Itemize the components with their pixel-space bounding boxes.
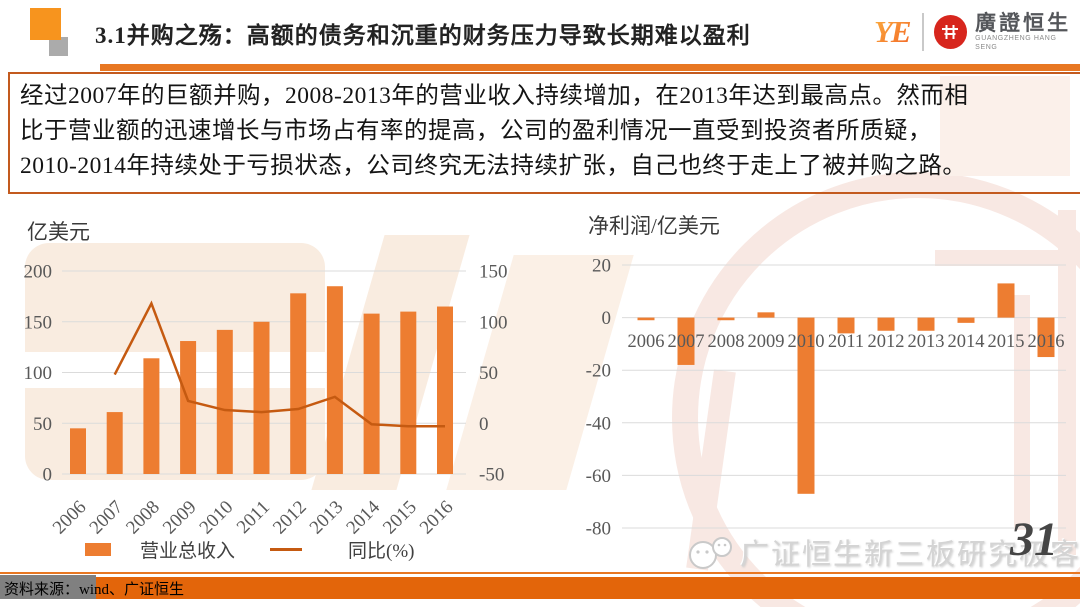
netprofit-bar-2006: [637, 317, 655, 321]
y-axis-tick: -20: [586, 361, 611, 382]
revenue-bar-2014: [363, 313, 380, 474]
summary-line: 经过2007年的巨额并购，2008-2013年的营业收入持续增加，在2013年达…: [20, 83, 969, 109]
x-axis-label: 2007: [86, 497, 128, 539]
watermark-shape: [1014, 295, 1030, 530]
y-axis-tick: 20: [592, 256, 611, 277]
watermark-shape: [935, 250, 1065, 266]
netprofit-bar-2012: [877, 317, 895, 331]
x-axis-label: 2011: [828, 332, 864, 352]
revenue-bar-2010: [216, 329, 233, 474]
brand-name-en: GUANGZHENG HANG SENG: [975, 35, 1057, 51]
x-axis-label: 2010: [196, 497, 238, 539]
netprofit-bar-2011: [837, 317, 855, 334]
header-orange-square: [30, 8, 61, 40]
y-axis-tick: -40: [586, 413, 611, 434]
ye-monogram-icon: YE: [874, 14, 920, 50]
x-axis-label: 2014: [948, 332, 985, 352]
x-axis-label: 2016: [416, 497, 458, 539]
netprofit-bar-2015: [997, 283, 1015, 318]
x-axis-label: 2015: [379, 497, 421, 539]
revenue-bar-2009: [180, 341, 197, 474]
x-axis-label: 2009: [159, 497, 201, 539]
x-axis-label: 2012: [868, 332, 905, 352]
netprofit-bar-2008: [717, 317, 735, 321]
page-number: 31: [1010, 513, 1058, 566]
x-axis-label: 2008: [708, 332, 745, 352]
chart2-title: 净利润/亿美元: [588, 214, 720, 238]
y-axis-tick: 0: [602, 308, 612, 329]
seal-glyph-icon: [942, 25, 959, 39]
x-axis-label: 2009: [748, 332, 785, 352]
summary-line: 2010-2014年持续处于亏损状态，公司终究无法持续扩张，自己也终于走上了被并…: [20, 153, 967, 179]
yoy-line: [113, 300, 445, 428]
footer-accent-line: [0, 572, 1080, 574]
right-axis-tick: 0: [479, 414, 489, 435]
revenue-bar-2012: [290, 293, 307, 474]
summary-box: 经过2007年的巨额并购，2008-2013年的营业收入持续增加，在2013年达…: [8, 72, 1080, 194]
x-axis-label: 2015: [988, 332, 1025, 352]
company-logo: YE 廣證恒生 GUANGZHENG HANG SENG: [874, 12, 1080, 52]
revenue-bar-2015: [400, 311, 417, 474]
wechat-icon: [684, 533, 736, 578]
chart1-title: 亿美元: [27, 220, 90, 244]
x-axis-label: 2006: [49, 497, 91, 539]
right-axis-tick: 150: [479, 262, 508, 283]
left-axis-tick: 50: [33, 414, 52, 435]
right-axis-tick: 50: [479, 363, 498, 384]
revenue-bar-2016: [437, 306, 453, 474]
brand-text: 廣證恒生 GUANGZHENG HANG SENG: [975, 12, 1080, 52]
revenue-chart: 200 150 100 50 0 150 100 50 0 -50 2006200720082009…: [24, 220, 508, 562]
legend-bar-label: 营业总收入: [140, 540, 235, 562]
right-axis-tick: -50: [479, 465, 504, 486]
source-text: 资料来源：wind、广证恒生: [4, 582, 185, 598]
left-axis-tick: 200: [24, 262, 53, 283]
header-gray-square: [49, 37, 68, 56]
x-axis-label: 2011: [233, 497, 274, 538]
left-axis-tick: 0: [43, 465, 53, 486]
left-axis-tick: 100: [24, 363, 53, 384]
right-axis-tick: 100: [479, 312, 508, 333]
netprofit-bar-2014: [957, 317, 975, 323]
y-axis-tick: -80: [586, 519, 611, 540]
revenue-bar-2006: [70, 428, 86, 474]
logo-divider: [921, 13, 924, 51]
watermark-shape: [940, 76, 1070, 176]
watermark-text: 广证恒生新三板研究极客: [740, 539, 1080, 571]
netprofit-bar-2009: [757, 312, 775, 318]
x-axis-label: 2006: [628, 332, 665, 352]
page-title: 3.1并购之殇：高额的债务和沉重的财务压力导致长期难以盈利: [95, 23, 751, 48]
netprofit-bar-2007: [677, 317, 695, 365]
legend-line-label: 同比(%): [348, 540, 414, 562]
x-axis-label: 2012: [269, 497, 311, 539]
x-axis-label: 2013: [306, 497, 348, 539]
left-axis-tick: 150: [24, 312, 53, 333]
revenue-bar-2007: [106, 412, 123, 474]
legend-bar-swatch: [85, 543, 111, 556]
netprofit-bar-2010: [797, 317, 815, 494]
x-axis-label: 2007: [668, 332, 705, 352]
revenue-bar-2008: [143, 358, 160, 474]
watermark-shape: [25, 352, 325, 388]
revenue-bar-2011: [253, 321, 270, 474]
source-chip: [0, 575, 96, 599]
netprofit-bar-2016: [1037, 317, 1055, 358]
summary-line: 比于营业额的迅速增长与市场占有率的提高，公司的盈利情况一直受到投资者所质疑，: [20, 118, 932, 144]
footer-bar: [0, 577, 1080, 599]
seal-icon: [933, 15, 968, 49]
x-axis-label: 2016: [1028, 332, 1065, 352]
header-divider: [100, 64, 1080, 71]
x-axis-label: 2013: [908, 332, 945, 352]
x-axis-label: 2008: [122, 497, 164, 539]
y-axis-tick: -60: [586, 466, 611, 487]
watermark-shape: [1058, 210, 1076, 555]
x-axis-label: 2014: [342, 496, 384, 538]
revenue-bar-2013: [326, 286, 343, 474]
brand-name-cn: 廣證恒生: [975, 11, 1072, 35]
netprofit-bar-2013: [917, 317, 935, 331]
x-axis-label: 2010: [788, 332, 825, 352]
